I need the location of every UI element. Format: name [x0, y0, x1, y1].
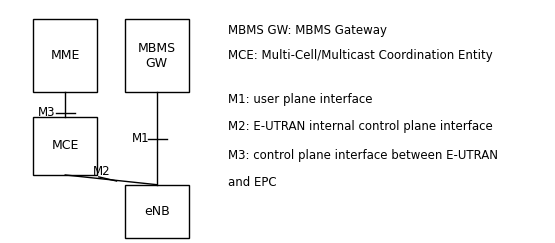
Text: and EPC: and EPC — [228, 176, 276, 189]
Bar — [125, 19, 189, 92]
Text: eNB: eNB — [144, 205, 170, 218]
Text: MCE: MCE — [52, 139, 79, 152]
Bar — [125, 185, 189, 238]
Text: M2: E-UTRAN internal control plane interface: M2: E-UTRAN internal control plane inter… — [228, 120, 492, 133]
Text: M3: M3 — [38, 106, 56, 120]
Bar — [33, 117, 97, 175]
Text: M1: M1 — [132, 132, 150, 145]
Text: MCE: Multi-Cell/Multicast Coordination Entity: MCE: Multi-Cell/Multicast Coordination E… — [228, 49, 492, 62]
Text: M2: M2 — [93, 165, 111, 178]
Bar — [33, 19, 97, 92]
Text: M1: user plane interface: M1: user plane interface — [228, 93, 372, 106]
Text: MBMS GW: MBMS Gateway: MBMS GW: MBMS Gateway — [228, 24, 386, 37]
Text: MME: MME — [51, 49, 80, 62]
Text: MBMS
GW: MBMS GW — [138, 42, 176, 70]
Text: M3: control plane interface between E-UTRAN: M3: control plane interface between E-UT… — [228, 149, 497, 162]
